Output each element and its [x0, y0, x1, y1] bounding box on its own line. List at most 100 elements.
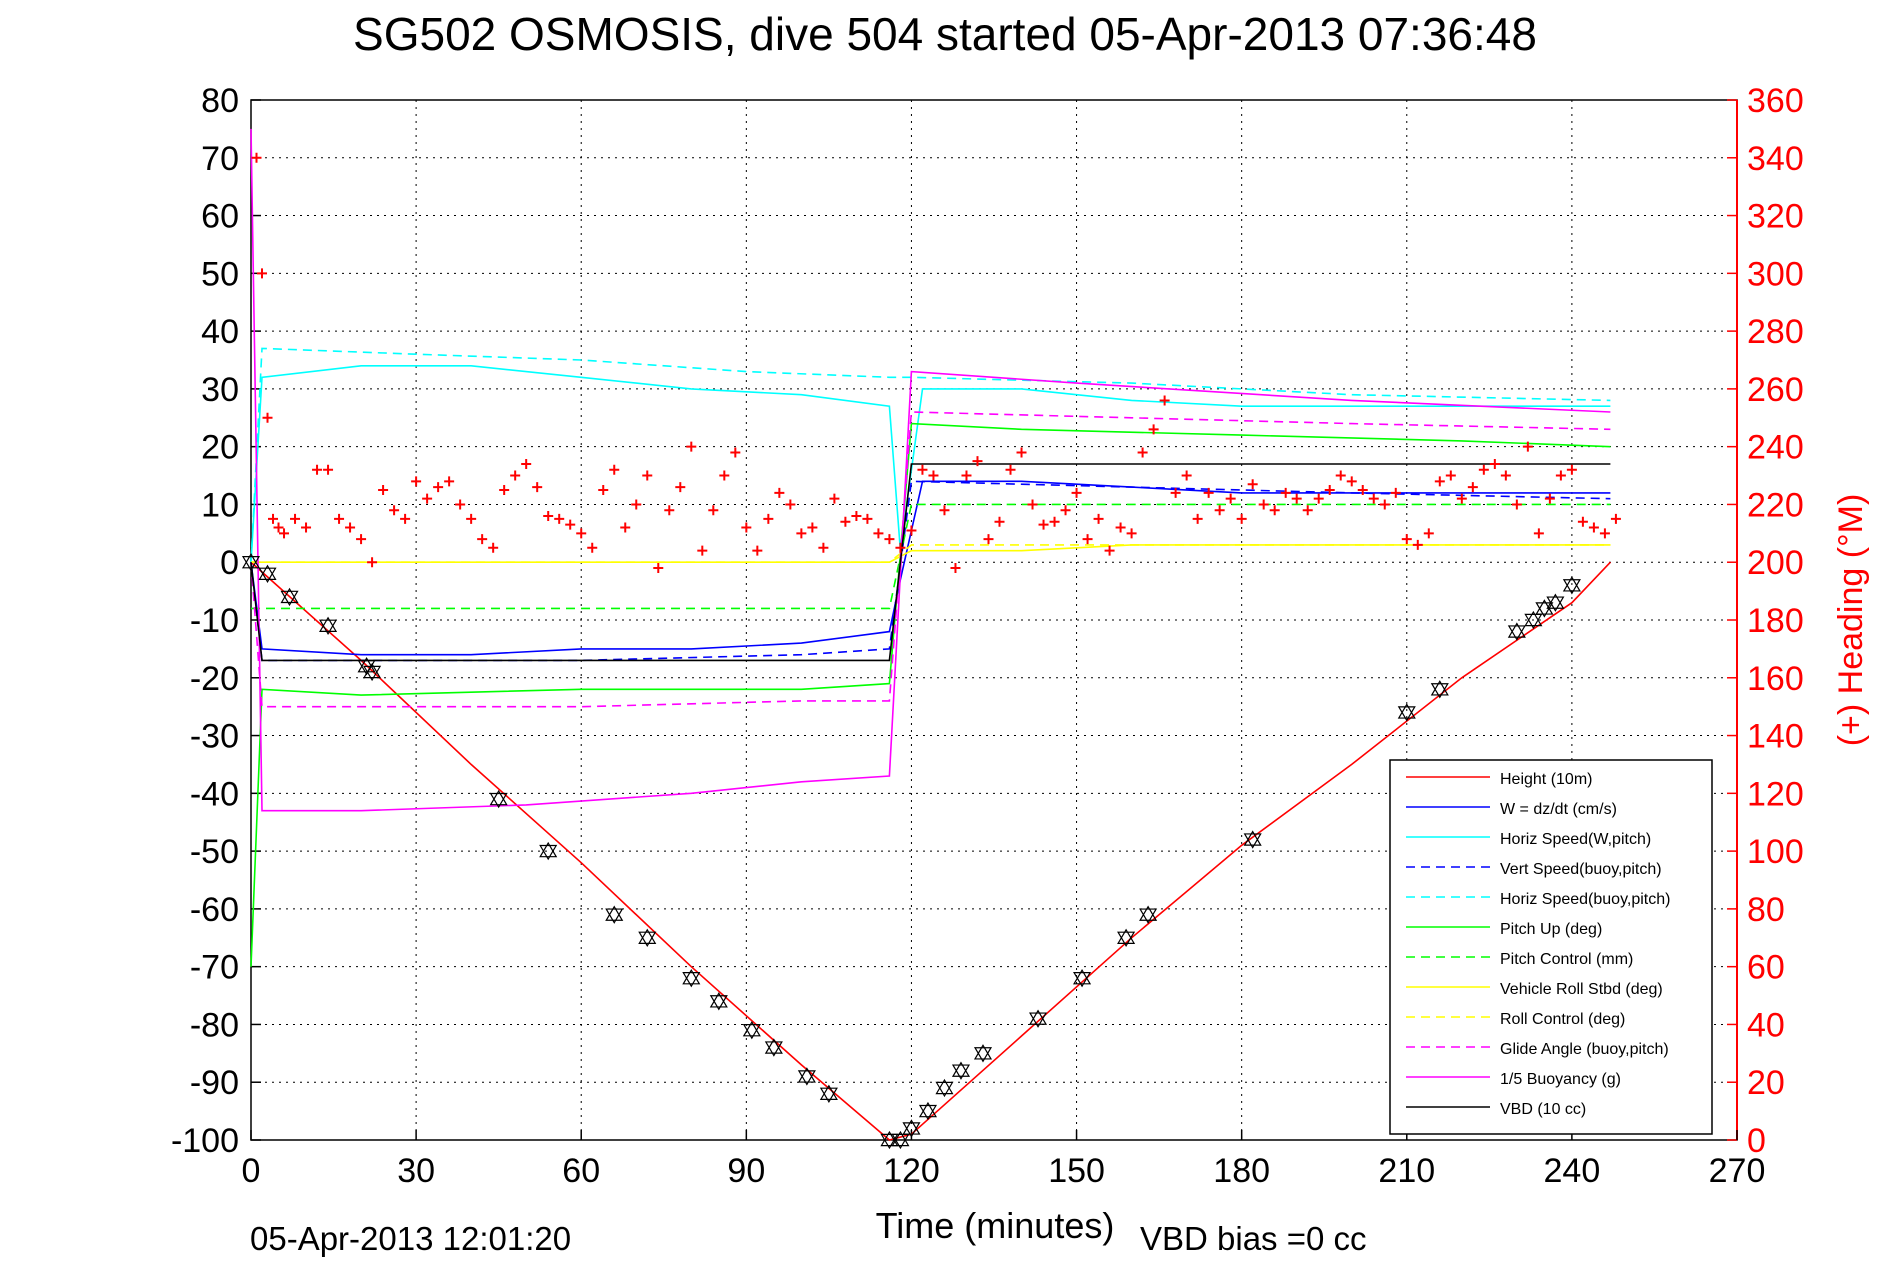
heading-point: [1170, 487, 1181, 498]
heading-point: [620, 522, 631, 533]
height-marker: [280, 587, 299, 607]
x-tick-label: 30: [397, 1152, 435, 1190]
heading-point: [664, 505, 675, 516]
height-marker: [1073, 969, 1092, 988]
heading-point: [587, 542, 598, 553]
height-marker: [605, 905, 624, 924]
heading-point: [1247, 479, 1258, 490]
heading-point: [1401, 534, 1412, 545]
heading-point: [1181, 470, 1192, 481]
height-marker: [1139, 905, 1158, 924]
heading-layer: [251, 152, 1621, 573]
series-line: [250, 480, 1611, 662]
right-tick-label: 80: [1747, 891, 1785, 929]
heading-point: [268, 513, 279, 524]
heading-point: [983, 534, 994, 545]
heading-point: [1302, 505, 1313, 516]
legend-label: W = dz/dt (cm/s): [1500, 801, 1617, 818]
heading-point: [785, 499, 796, 510]
heading-point: [1599, 528, 1610, 539]
heading-point: [345, 522, 356, 533]
height-marker: [1546, 593, 1565, 612]
heading-point: [1511, 499, 1522, 510]
heading-point: [356, 534, 367, 545]
heading-point: [411, 476, 422, 487]
heading-point: [1027, 499, 1038, 510]
heading-point: [1412, 539, 1423, 550]
right-tick-label: 280: [1747, 313, 1804, 351]
y-tick-label: -90: [190, 1064, 239, 1102]
height-marker: [891, 1130, 910, 1150]
heading-point: [400, 513, 411, 524]
heading-point: [840, 516, 851, 527]
series-layer: [250, 128, 1611, 1141]
heading-point: [763, 513, 774, 524]
heading-point: [1368, 493, 1379, 504]
heading-point: [851, 511, 862, 521]
heading-point: [262, 412, 273, 423]
footer-vbd-bias: VBD bias =0 cc: [1140, 1220, 1367, 1257]
y-tick-label: -50: [190, 833, 239, 871]
heading-point: [1379, 499, 1390, 510]
y-tick-label: -60: [190, 891, 239, 929]
height-marker: [363, 662, 382, 682]
legend-label: Roll Control (deg): [1500, 1011, 1625, 1028]
heading-point: [389, 505, 400, 516]
heading-point: [1214, 505, 1225, 516]
heading-point: [1335, 470, 1346, 481]
heading-point: [1313, 493, 1324, 504]
heading-point: [1588, 522, 1599, 533]
x-tick-label: 180: [1213, 1152, 1270, 1190]
y-tick-label: 80: [201, 82, 239, 120]
right-tick-label: 240: [1747, 429, 1804, 467]
heading-point: [251, 152, 262, 163]
y-tick-label: -40: [190, 775, 239, 813]
heading-point: [598, 485, 609, 495]
heading-point: [642, 470, 653, 481]
heading-point: [752, 545, 763, 556]
heading-point: [873, 528, 884, 539]
heading-point: [1126, 528, 1137, 539]
heading-point: [1445, 470, 1456, 481]
y-tick-label: -20: [190, 660, 239, 698]
heading-point: [708, 505, 719, 516]
right-tick-label: 300: [1747, 255, 1804, 293]
series-line: [250, 411, 1611, 708]
heading-point: [917, 464, 928, 475]
heading-point: [686, 441, 697, 452]
legend-label: VBD (10 cc): [1500, 1101, 1586, 1118]
heading-point: [697, 545, 708, 556]
y-tick-label: 70: [201, 140, 239, 178]
heading-point: [1467, 482, 1478, 493]
height-marker: [682, 969, 701, 988]
heading-point: [279, 528, 290, 539]
heading-point: [1423, 528, 1434, 539]
legend-label: Glide Angle (buoy,pitch): [1500, 1041, 1669, 1058]
heading-point: [1577, 516, 1588, 527]
heading-point: [609, 464, 620, 475]
heading-point: [554, 513, 565, 524]
heading-point: [1038, 519, 1049, 530]
height-marker: [742, 1021, 761, 1040]
right-tick-label: 180: [1747, 602, 1804, 640]
heading-point: [521, 459, 532, 469]
y-tick-label: 30: [201, 371, 239, 409]
height-marker: [1028, 1009, 1048, 1028]
heading-point: [774, 487, 785, 498]
series-line: [250, 347, 1611, 563]
y-tick-label: -30: [190, 718, 239, 756]
right-tick-label: 20: [1747, 1064, 1785, 1102]
height-marker: [1524, 610, 1543, 630]
right-tick-label: 320: [1747, 198, 1804, 236]
heading-point: [378, 485, 389, 495]
heading-point: [939, 505, 950, 516]
series-line: [250, 128, 1611, 812]
heading-point: [862, 513, 873, 524]
height-marker: [973, 1044, 993, 1063]
heading-point: [444, 476, 455, 487]
legend-label: Height (10m): [1500, 771, 1592, 788]
heading-point: [1544, 493, 1555, 504]
right-tick-label: 360: [1747, 82, 1804, 120]
y-tick-label: 50: [201, 255, 239, 293]
